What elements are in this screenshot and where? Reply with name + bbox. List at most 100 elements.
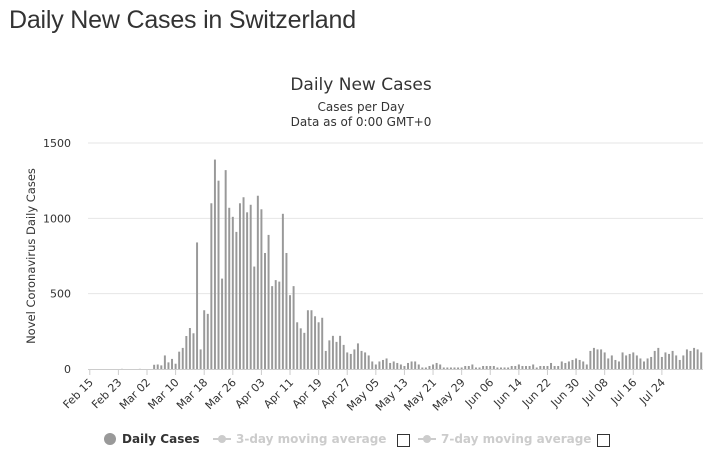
bar[interactable] xyxy=(256,195,259,369)
bar[interactable] xyxy=(682,355,685,369)
bar[interactable] xyxy=(399,364,402,369)
bar[interactable] xyxy=(221,278,224,369)
bar[interactable] xyxy=(181,347,184,369)
bar[interactable] xyxy=(289,295,292,369)
bar[interactable] xyxy=(492,365,495,369)
bar[interactable] xyxy=(378,361,381,369)
bar[interactable] xyxy=(392,361,395,369)
bar[interactable] xyxy=(349,353,352,369)
bar[interactable] xyxy=(185,336,188,369)
bar[interactable] xyxy=(660,356,663,369)
bar[interactable] xyxy=(306,310,309,369)
bar[interactable] xyxy=(424,367,427,369)
bar[interactable] xyxy=(635,355,638,369)
bar[interactable] xyxy=(453,367,456,369)
bar[interactable] xyxy=(685,349,688,369)
bar[interactable] xyxy=(407,362,409,369)
bar[interactable] xyxy=(224,170,227,369)
bar[interactable] xyxy=(364,352,367,369)
bar[interactable] xyxy=(231,216,234,369)
bar[interactable] xyxy=(482,365,485,369)
bar[interactable] xyxy=(628,353,631,369)
bar[interactable] xyxy=(571,359,574,369)
bar[interactable] xyxy=(249,204,252,369)
bar[interactable] xyxy=(614,359,617,369)
bar[interactable] xyxy=(303,332,306,369)
bar[interactable] xyxy=(664,352,667,369)
bar[interactable] xyxy=(210,203,213,369)
bar[interactable] xyxy=(460,367,463,369)
bar[interactable] xyxy=(217,180,220,369)
bar[interactable] xyxy=(514,365,517,369)
bar[interactable] xyxy=(525,365,527,369)
bar[interactable] xyxy=(382,359,384,369)
bar[interactable] xyxy=(446,367,449,369)
legend-item-daily-cases[interactable]: Daily Cases xyxy=(104,429,200,449)
bar[interactable] xyxy=(203,310,206,369)
bar[interactable] xyxy=(167,362,170,369)
bar[interactable] xyxy=(253,266,256,369)
bar[interactable] xyxy=(650,356,653,369)
bar[interactable] xyxy=(653,350,656,369)
bar[interactable] xyxy=(271,286,274,369)
bar[interactable] xyxy=(553,365,556,369)
bar[interactable] xyxy=(238,203,241,369)
bar[interactable] xyxy=(474,367,477,369)
bar[interactable] xyxy=(610,355,613,369)
bar[interactable] xyxy=(296,322,299,369)
bar[interactable] xyxy=(675,355,678,369)
bar[interactable] xyxy=(171,358,174,369)
bar[interactable] xyxy=(153,364,156,369)
bar[interactable] xyxy=(592,347,595,369)
legend-item-3-day-average[interactable]: 3-day moving average xyxy=(213,429,386,449)
bar[interactable] xyxy=(414,361,417,369)
bar[interactable] xyxy=(542,365,545,369)
bar[interactable] xyxy=(575,358,578,369)
bar[interactable] xyxy=(374,364,377,369)
bar[interactable] xyxy=(585,364,588,369)
bar[interactable] xyxy=(213,159,216,369)
bar[interactable] xyxy=(246,212,249,369)
bar[interactable] xyxy=(331,335,334,369)
bar[interactable] xyxy=(589,350,592,369)
bar[interactable] xyxy=(174,363,177,369)
bar[interactable] xyxy=(621,352,624,369)
bar[interactable] xyxy=(510,365,513,369)
bar[interactable] xyxy=(500,367,502,369)
bar[interactable] xyxy=(396,362,399,369)
bar[interactable] xyxy=(564,362,567,369)
bar[interactable] xyxy=(285,252,288,369)
bar[interactable] xyxy=(196,242,199,369)
bar[interactable] xyxy=(439,364,442,369)
bar[interactable] xyxy=(367,355,370,369)
bar[interactable] xyxy=(428,365,431,369)
bar[interactable] xyxy=(539,365,542,369)
bar[interactable] xyxy=(457,367,460,369)
bar[interactable] xyxy=(464,365,467,369)
bar[interactable] xyxy=(546,365,549,369)
bar[interactable] xyxy=(485,365,488,369)
bar[interactable] xyxy=(435,362,438,369)
bar[interactable] xyxy=(235,231,238,369)
bar[interactable] xyxy=(299,328,302,369)
bar[interactable] xyxy=(328,340,331,369)
bar[interactable] xyxy=(693,347,696,369)
bar[interactable] xyxy=(521,365,524,369)
bar[interactable] xyxy=(317,322,320,369)
bar[interactable] xyxy=(689,350,692,369)
bar[interactable] xyxy=(163,355,166,369)
bar[interactable] xyxy=(178,351,181,369)
bar[interactable] xyxy=(206,313,209,369)
bar[interactable] xyxy=(156,364,159,369)
bar[interactable] xyxy=(557,365,560,369)
bar[interactable] xyxy=(292,286,295,369)
bar[interactable] xyxy=(528,365,531,369)
bar[interactable] xyxy=(417,364,420,369)
bar[interactable] xyxy=(582,361,585,369)
bar[interactable] xyxy=(678,359,681,369)
bar[interactable] xyxy=(550,362,553,369)
bar[interactable] xyxy=(342,344,345,369)
bar[interactable] xyxy=(389,362,392,369)
bar[interactable] xyxy=(192,333,195,369)
bar[interactable] xyxy=(560,361,563,369)
